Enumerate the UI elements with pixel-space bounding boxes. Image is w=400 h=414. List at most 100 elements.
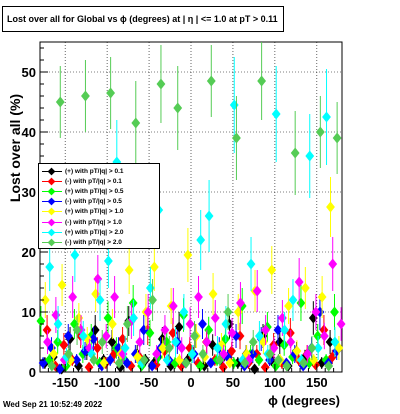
legend-item: (-) with pT/|q| > 0.5 — [39, 197, 159, 207]
data-point — [190, 330, 199, 342]
data-point — [311, 359, 320, 371]
data-point — [290, 147, 300, 159]
data-point — [156, 78, 166, 90]
legend-marker-icon — [39, 217, 65, 227]
data-point — [129, 312, 138, 324]
data-point — [210, 312, 220, 324]
data-point — [78, 348, 88, 360]
data-point — [64, 348, 74, 360]
data-point — [108, 318, 117, 330]
data-point — [250, 363, 260, 375]
data-point — [53, 318, 63, 330]
legend-item: (+) with pT/|q| > 0.5 — [39, 186, 159, 196]
data-point — [194, 291, 203, 303]
data-point — [260, 361, 270, 373]
data-point — [177, 342, 187, 354]
legend-item: (-) with pT/|q| > 2.0 — [39, 237, 159, 247]
data-point — [284, 300, 293, 312]
y-tick-label: 30 — [22, 185, 36, 200]
data-point — [185, 342, 195, 354]
legend-marker-dot — [47, 187, 56, 196]
data-point — [315, 126, 325, 138]
data-point — [57, 279, 67, 291]
data-point — [59, 354, 69, 366]
data-point — [198, 348, 208, 360]
data-point — [305, 150, 315, 162]
data-point — [213, 342, 222, 354]
data-point — [275, 336, 285, 348]
chart-title: Lost over all for Global vs ϕ (degrees) … — [2, 6, 284, 32]
data-point — [93, 273, 103, 285]
legend-marker-dot — [47, 207, 56, 216]
data-point — [70, 249, 80, 261]
data-point — [254, 354, 264, 366]
legend-label: (-) with pT/|q| > 0.5 — [65, 198, 122, 206]
data-point — [269, 342, 279, 354]
data-point — [282, 360, 292, 372]
data-point — [139, 324, 149, 336]
data-point — [152, 348, 161, 360]
data-point — [158, 342, 168, 354]
legend-marker-dot — [47, 197, 56, 206]
data-point — [280, 324, 289, 336]
data-point — [255, 330, 264, 342]
data-point — [206, 75, 216, 87]
legend-item: (+) with pT/|q| > 0.1 — [39, 166, 159, 176]
data-point — [55, 96, 65, 108]
data-point — [238, 354, 248, 366]
x-tick-label: 150 — [306, 375, 328, 390]
data-point — [288, 294, 298, 306]
data-point — [317, 291, 327, 303]
data-point — [148, 294, 157, 306]
axis-layer: -150 -100 -50 0 50 100 150 0 10 20 30 40 50 — [22, 47, 343, 390]
data-point — [133, 351, 142, 363]
data-point — [206, 357, 216, 369]
data-point — [114, 357, 124, 369]
x-tick-label: 0 — [187, 375, 194, 390]
y-axis-label: Lost over all (%) — [7, 94, 23, 202]
data-point — [139, 354, 149, 366]
data-point — [164, 342, 174, 354]
data-point — [299, 357, 308, 369]
legend-item: (+) with pT/|q| > 1.0 — [39, 207, 159, 217]
data-point — [309, 354, 319, 366]
data-point — [294, 276, 304, 288]
data-point — [179, 306, 189, 318]
legend-item: (-) with pT/|q| > 0.1 — [39, 176, 159, 186]
data-point — [202, 336, 212, 348]
data-point — [47, 360, 57, 372]
data-point — [232, 132, 241, 144]
legend-marker-icon — [39, 176, 65, 186]
data-point — [99, 357, 109, 369]
data-point — [90, 324, 100, 336]
data-point — [162, 354, 172, 366]
data-point — [84, 361, 94, 373]
data-point — [105, 354, 115, 366]
data-point — [63, 330, 73, 342]
legend-marker-dot — [47, 167, 56, 175]
data-point — [225, 357, 235, 369]
data-point — [89, 333, 98, 345]
data-point — [89, 354, 99, 366]
data-point — [300, 282, 310, 294]
data-point — [49, 348, 59, 360]
data-point — [78, 330, 88, 342]
y-tick-label: 20 — [22, 245, 36, 260]
legend: (+) with pT/|q| > 0.1 (-) with pT/|q| > … — [38, 163, 160, 249]
data-point — [223, 306, 233, 318]
data-point — [307, 342, 317, 354]
data-point — [330, 306, 339, 318]
data-point — [325, 336, 335, 348]
x-tick-label: 50 — [226, 375, 240, 390]
legend-marker-icon — [39, 227, 65, 237]
data-point — [204, 324, 214, 336]
data-point — [193, 357, 203, 369]
data-point — [149, 261, 159, 273]
x-axis-label: ϕ (degrees) — [268, 393, 340, 408]
data-point — [292, 345, 302, 357]
legend-marker-dot — [47, 218, 56, 226]
legend-label: (+) with pT/|q| > 0.5 — [65, 187, 124, 195]
data-point — [227, 327, 237, 339]
legend-label: (+) with pT/|q| > 0.1 — [65, 167, 124, 175]
data-point — [290, 348, 300, 360]
